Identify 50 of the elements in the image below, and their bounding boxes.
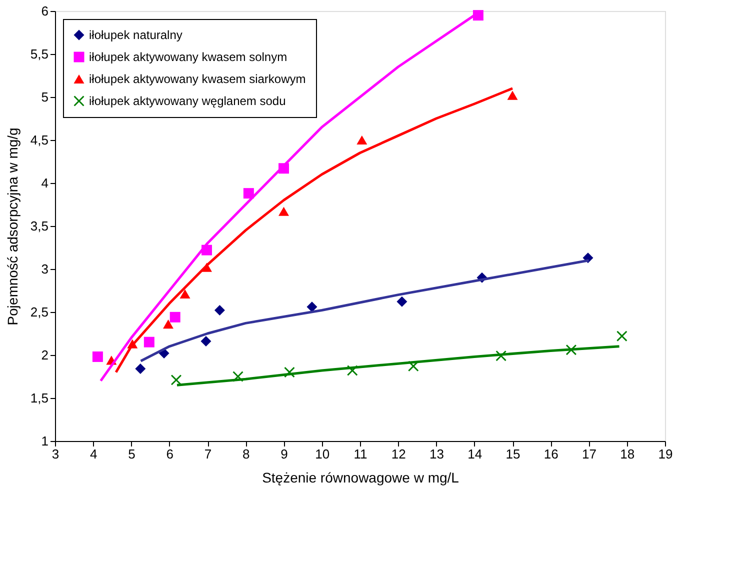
y-tick-label: 4,5 (30, 132, 48, 148)
point (507, 90, 518, 100)
x-tick-label: 12 (391, 446, 406, 462)
x-tick-label: 9 (280, 446, 288, 462)
point (200, 336, 212, 346)
point (472, 10, 484, 21)
point (278, 206, 289, 216)
y-tick-label: 6 (41, 4, 48, 18)
x-tick-label: 15 (506, 446, 520, 462)
x-tick-label: 19 (658, 446, 673, 462)
y-tick-label: 2 (41, 348, 48, 362)
x-tick-label: 3 (52, 446, 60, 462)
y-tick-label: 4 (41, 176, 48, 190)
legend-label: iłołupek aktywowany kwasem siarkowym (89, 72, 306, 86)
y-tick-label: 5 (41, 90, 48, 104)
y-tick-label: 2,5 (30, 304, 48, 320)
point (180, 289, 190, 298)
x-tick-label: 4 (90, 446, 98, 462)
point (616, 330, 628, 342)
x-tick-label: 14 (468, 446, 482, 462)
legend-label: iłołupek aktywowany kwasem solnym (89, 50, 288, 64)
x-tick-label: 17 (582, 446, 596, 462)
x-tick-label: 18 (620, 446, 635, 462)
x-tick-label: 7 (204, 446, 212, 462)
point (356, 135, 368, 145)
x-tick-label: 11 (354, 446, 368, 462)
y-axis-title: Pojemność adsorpcyjna w mg/g (4, 128, 20, 326)
point (162, 320, 174, 329)
y-tick-label: 1,5 (30, 390, 48, 406)
x-tick-label: 13 (430, 446, 444, 462)
point (144, 336, 154, 348)
x-tick-label: 8 (242, 446, 250, 462)
point (170, 312, 180, 322)
legend-label: iłołupek aktywowany węglanem sodu (89, 94, 286, 108)
x-axis-title: Stężenie równowagowe w mg/L (262, 470, 460, 486)
y-tick-label: 3 (41, 262, 48, 276)
point (306, 302, 318, 312)
point (135, 364, 146, 374)
point (243, 188, 254, 199)
legend-label: iłołupek naturalny (89, 28, 182, 42)
x-tick-label: 16 (544, 446, 558, 462)
x-tick-label: 10 (315, 446, 330, 462)
point (214, 305, 225, 316)
y-tick-label: 1 (41, 434, 48, 448)
x-tick-label: 5 (128, 446, 136, 462)
y-tick-label: 3,5 (30, 218, 48, 234)
y-tick-label: 5,5 (30, 46, 48, 62)
x-tick-label: 6 (166, 446, 174, 462)
point (396, 296, 408, 307)
point (92, 351, 103, 362)
